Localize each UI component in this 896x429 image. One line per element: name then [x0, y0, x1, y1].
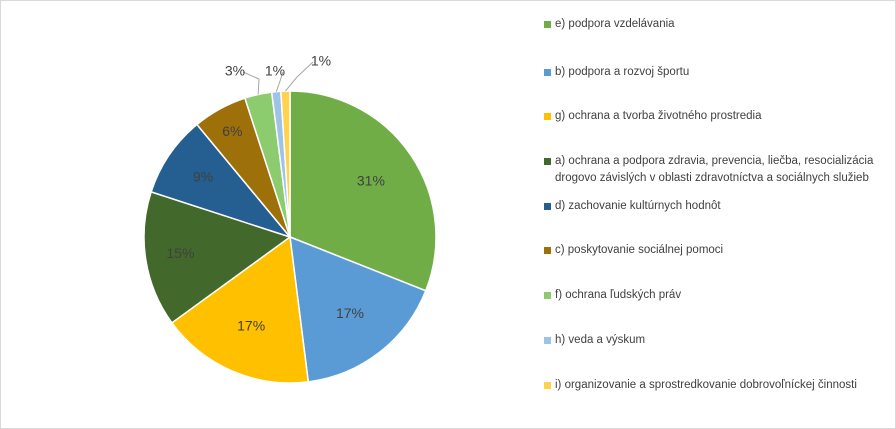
legend-swatch: [544, 382, 551, 389]
legend-swatch: [544, 113, 551, 120]
slice-data-label: 17%: [336, 305, 364, 321]
legend-swatch: [544, 158, 551, 165]
slice-data-label: 3%: [225, 63, 245, 79]
legend-item: b) podpora a rozvoj športu: [544, 64, 885, 81]
slice-data-label: 15%: [166, 245, 194, 261]
legend-label: h) veda a výskum: [555, 334, 646, 346]
legend-label: c) poskytovanie sociálnej pomoci: [555, 244, 724, 256]
legend-label: a) ochrana a podpora zdravia, prevencia,…: [555, 155, 874, 184]
slice-data-label: 6%: [222, 123, 242, 139]
legend-label: d) zachovanie kultúrnych hodnôt: [555, 200, 721, 212]
slice-data-label: 17%: [237, 317, 265, 333]
slice-data-label: 9%: [193, 169, 213, 185]
legend-swatch: [544, 292, 551, 299]
pie-slice: [289, 90, 437, 292]
leader-line: [242, 71, 260, 95]
legend-item: d) zachovanie kultúrnych hodnôt: [544, 198, 885, 215]
legend-label: f) ochrana ľudských práv: [555, 289, 682, 301]
pie-slice: [170, 235, 310, 384]
legend-swatch: [544, 21, 551, 28]
legend-label: e) podpora vzdelávania: [555, 18, 675, 30]
legend-swatch: [544, 203, 551, 210]
legend-item: c) poskytovanie sociálnej pomoci: [544, 242, 885, 259]
slice-data-label: 31%: [357, 173, 385, 189]
legend-swatch: [544, 247, 551, 254]
legend-item: g) ochrana a tvorba životného prostredia: [544, 108, 885, 125]
legend-label: b) podpora a rozvoj športu: [555, 66, 690, 78]
pie-data-labels: 31% 17% 17% 15% 9% 6% 3% 1% 1%: [166, 53, 385, 334]
legend-item: h) veda a výskum: [544, 332, 885, 349]
legend-item: i) organizovanie a sprostredkovanie dobr…: [544, 377, 885, 394]
legend-item: e) podpora vzdelávania: [544, 16, 885, 33]
leader-line: [275, 71, 284, 92]
pie-slice: [143, 190, 292, 324]
slice-data-label: 1%: [311, 53, 331, 69]
slice-data-label: 1%: [265, 63, 285, 79]
chart-legend: e) podpora vzdelávania b) podpora a rozvo…: [544, 1, 894, 428]
legend-item: f) ochrana ľudských práv: [544, 287, 885, 304]
pie-slice: [150, 123, 293, 239]
pie-slice: [289, 235, 427, 383]
legend-item: a) ochrana a podpora zdravia, prevencia,…: [544, 153, 885, 187]
legend-swatch: [544, 69, 551, 76]
pie-slices: [143, 90, 437, 384]
legend-label: g) ochrana a tvorba životného prostredia: [555, 110, 762, 122]
legend-swatch: [544, 337, 551, 344]
legend-label: i) organizovanie a sprostredkovanie dobr…: [555, 379, 857, 391]
leader-line: [285, 61, 314, 92]
